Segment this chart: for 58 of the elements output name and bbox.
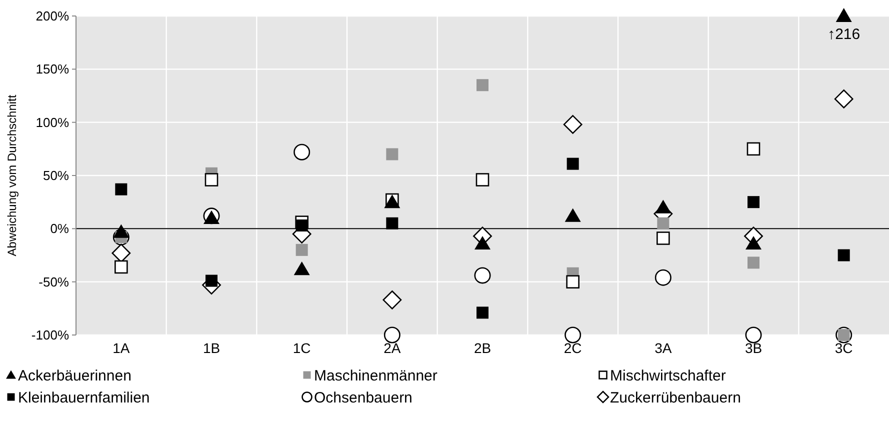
point <box>382 290 402 310</box>
point <box>745 326 762 344</box>
point <box>838 249 850 262</box>
point <box>748 256 760 269</box>
point <box>655 200 672 214</box>
point <box>476 79 488 92</box>
x-tick-label: 1C <box>292 340 311 356</box>
y-axis-title: Abweichung vom Durchschnitt <box>5 94 19 256</box>
point <box>114 260 128 274</box>
point <box>746 236 762 250</box>
point <box>564 326 582 344</box>
legend-label: Mischwirtschafter <box>610 367 726 384</box>
point <box>294 261 310 276</box>
point <box>206 274 218 287</box>
x-tick-label: 3B <box>744 340 762 356</box>
x-tick-label: 1B <box>202 340 220 356</box>
point <box>476 173 490 186</box>
legend-label: Ochsenbauern <box>314 389 412 406</box>
x-tick-label: 2A <box>384 340 402 356</box>
point <box>296 219 308 232</box>
legend-label: Zuckerrübenbauern <box>610 389 741 406</box>
point <box>657 217 670 230</box>
y-tick-label: -100% <box>31 328 70 343</box>
point <box>386 217 398 230</box>
annotation: ↑216 <box>828 26 860 43</box>
point <box>386 148 398 160</box>
y-tick-label: 100% <box>36 114 70 130</box>
point <box>563 115 582 134</box>
point <box>294 144 310 160</box>
y-tick-label: 50% <box>42 168 70 184</box>
legend-label: Kleinbauernfamilien <box>18 389 150 406</box>
x-tick-label: 3A <box>654 340 672 356</box>
point <box>476 306 488 319</box>
point <box>834 89 854 108</box>
point <box>113 224 130 238</box>
point <box>656 232 670 245</box>
point <box>296 244 308 256</box>
legend-label: Maschinenmänner <box>314 367 438 384</box>
y-tick-label: -50% <box>38 274 70 290</box>
point <box>566 275 580 288</box>
point <box>748 196 760 208</box>
x-tick-label: 1A <box>112 340 130 356</box>
point <box>566 158 579 170</box>
point <box>474 267 491 284</box>
point <box>204 173 218 186</box>
x-tick-label: 3C <box>834 340 853 356</box>
legend-label: Ackerbäuerinnen <box>18 367 132 384</box>
point <box>474 236 490 250</box>
y-tick-label: 0% <box>50 221 70 236</box>
x-tick-label: 2B <box>474 340 492 356</box>
point <box>384 326 400 344</box>
y-tick-label: 200% <box>36 8 70 24</box>
point <box>746 142 760 156</box>
point <box>115 183 128 196</box>
point <box>564 208 581 222</box>
y-tick-label: 150% <box>36 62 70 77</box>
x-tick-label: 2C <box>564 340 582 356</box>
point <box>654 269 672 286</box>
